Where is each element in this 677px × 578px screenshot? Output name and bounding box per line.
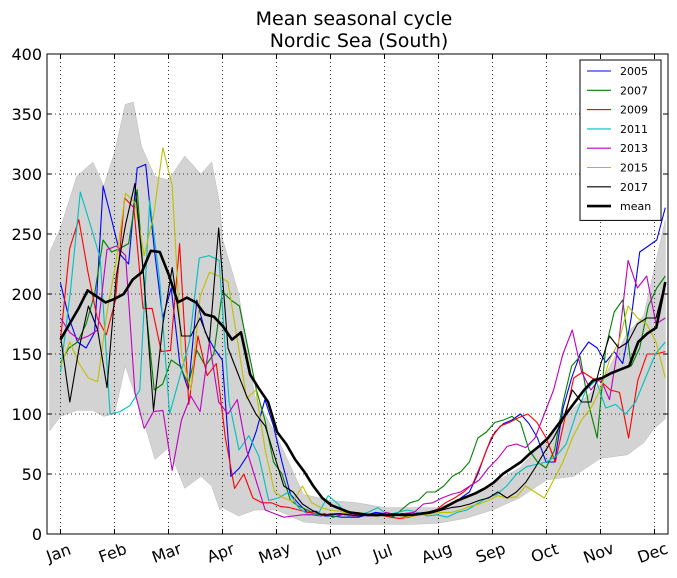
legend-label-mean: mean bbox=[620, 200, 651, 213]
y-tick-label: 0 bbox=[32, 525, 42, 544]
x-tick-label: Jun bbox=[313, 540, 344, 567]
y-tick-label: 150 bbox=[11, 345, 42, 364]
y-tick-label: 350 bbox=[11, 105, 42, 124]
series-line-mean bbox=[59, 249, 667, 517]
series-lines bbox=[59, 147, 667, 519]
x-tick-label: Dec bbox=[635, 539, 671, 567]
legend-label-2015: 2015 bbox=[620, 162, 648, 175]
chart-title: Mean seasonal cycle bbox=[256, 8, 453, 30]
x-tick-label: Nov bbox=[581, 539, 617, 568]
x-tick-label: Jul bbox=[369, 541, 395, 566]
y-tick-label: 250 bbox=[11, 225, 42, 244]
x-tick-label: Mar bbox=[149, 539, 184, 567]
x-tick-label: Sep bbox=[473, 539, 508, 567]
legend-label-2005: 2005 bbox=[620, 65, 648, 78]
y-tick-label: 200 bbox=[11, 285, 42, 304]
range-band bbox=[49, 101, 666, 525]
legend: 2005 2007 2009 2011 2013 2015 2017 mean bbox=[579, 59, 662, 221]
legend-label-2013: 2013 bbox=[620, 142, 648, 155]
y-tick-label: 50 bbox=[22, 465, 42, 484]
legend-box bbox=[579, 59, 662, 221]
legend-label-2009: 2009 bbox=[620, 104, 648, 117]
y-tick-label: 300 bbox=[11, 165, 42, 184]
x-tick-label: May bbox=[256, 538, 294, 567]
x-tick-label: Oct bbox=[528, 539, 561, 566]
range-band-area bbox=[49, 101, 666, 525]
chart-subtitle: Nordic Sea (South) bbox=[270, 30, 449, 52]
legend-label-2017: 2017 bbox=[620, 181, 648, 194]
x-tick-label: Jan bbox=[43, 540, 74, 567]
x-tick-label: Feb bbox=[96, 539, 129, 567]
x-tick-label: Apr bbox=[204, 539, 237, 566]
legend-label-2007: 2007 bbox=[620, 84, 648, 97]
x-tick-label: Aug bbox=[419, 539, 455, 568]
legend-label-2011: 2011 bbox=[620, 123, 648, 136]
y-tick-label: 100 bbox=[11, 405, 42, 424]
y-tick-label: 400 bbox=[11, 45, 42, 64]
